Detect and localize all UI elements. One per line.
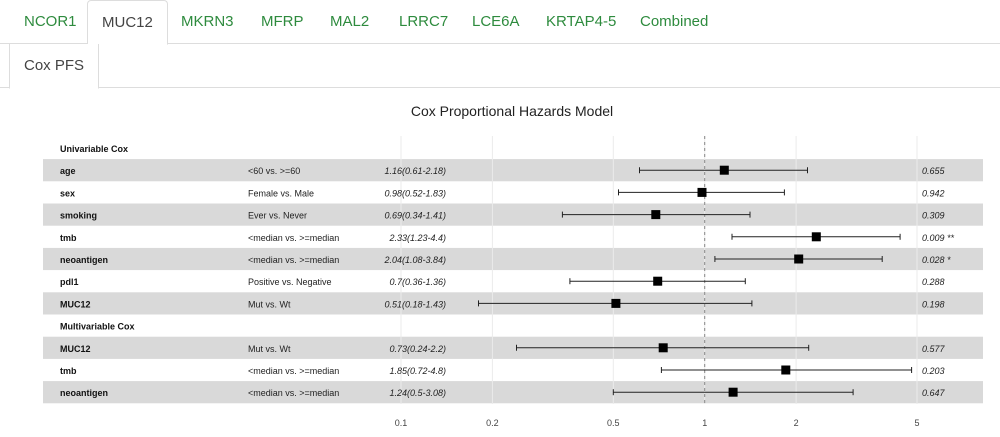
variable-label: MUC12: [60, 344, 91, 354]
comparison-label: <median vs. >=median: [248, 255, 339, 265]
p-value-label: 0.198: [922, 299, 945, 309]
hazard-ratio-marker: [811, 232, 821, 242]
row-shade: [43, 203, 983, 226]
tab-combined[interactable]: Combined: [640, 13, 709, 30]
hazard-ratio-marker: [653, 276, 663, 286]
row-shade: [43, 159, 983, 182]
analysis-tab-bar: Cox PFS: [0, 44, 1000, 89]
variable-label: MUC12: [60, 299, 91, 309]
comparison-label: Mut vs. Wt: [248, 344, 291, 354]
gene-tab-bar: NCOR1 MUC12 MKRN3 MFRP MAL2 LRRC7 LCE6A …: [0, 0, 1000, 45]
section-header: Multivariable Cox: [60, 322, 135, 332]
hazard-ratio-marker: [781, 365, 791, 375]
p-value-label: 0.942: [922, 188, 945, 198]
hr-ci-label: 0.73(0.24-2.2): [389, 344, 446, 354]
row-shade: [43, 381, 983, 404]
comparison-label: <median vs. >=median: [248, 366, 339, 376]
tab-mkrn3[interactable]: MKRN3: [181, 13, 234, 30]
variable-label: neoantigen: [60, 255, 108, 265]
comparison-label: Positive vs. Negative: [248, 277, 332, 287]
section-header: Univariable Cox: [60, 144, 128, 154]
comparison-label: <60 vs. >=60: [248, 166, 300, 176]
comparison-label: Mut vs. Wt: [248, 299, 291, 309]
tab-ncor1[interactable]: NCOR1: [24, 13, 77, 30]
p-value-label: 0.028 *: [922, 255, 951, 265]
tab-lce6a[interactable]: LCE6A: [472, 13, 520, 30]
tab-krtap4-5[interactable]: KRTAP4-5: [546, 13, 617, 30]
variable-label: age: [60, 166, 76, 176]
comparison-label: Ever vs. Never: [248, 211, 307, 221]
hr-ci-label: 2.04(1.08-3.84): [383, 255, 446, 265]
hr-ci-label: 1.85(0.72-4.8): [389, 366, 446, 376]
tab-lrrc7[interactable]: LRRC7: [399, 13, 449, 30]
comparison-label: <median vs. >=median: [248, 233, 339, 243]
hazard-ratio-marker: [794, 254, 804, 264]
hr-ci-label: 0.7(0.36-1.36): [389, 277, 446, 287]
tab-mfrp[interactable]: MFRP: [261, 13, 304, 30]
x-tick-label: 0.1: [395, 418, 408, 428]
p-value-label: 0.577: [922, 344, 946, 354]
hr-ci-label: 1.24(0.5-3.08): [389, 388, 446, 398]
row-shade: [43, 247, 983, 271]
variable-label: pdl1: [60, 277, 79, 287]
variable-label: sex: [60, 188, 75, 198]
p-value-label: 0.647: [922, 388, 946, 398]
hazard-ratio-marker: [651, 210, 661, 220]
tab-cox-pfs[interactable]: Cox PFS: [9, 44, 100, 89]
hazard-ratio-marker: [728, 387, 738, 397]
variable-label: tmb: [60, 366, 77, 376]
comparison-label: <median vs. >=median: [248, 388, 339, 398]
hr-ci-label: 0.98(0.52-1.83): [384, 188, 446, 198]
hazard-ratio-marker: [697, 187, 707, 197]
variable-label: neoantigen: [60, 388, 108, 398]
comparison-label: Female vs. Male: [248, 188, 314, 198]
p-value-label: 0.203: [922, 366, 945, 376]
p-value-label: 0.009 **: [922, 233, 955, 243]
hazard-ratio-marker: [719, 165, 729, 175]
hazard-ratio-marker: [611, 298, 621, 308]
p-value-label: 0.288: [922, 277, 945, 287]
variable-label: tmb: [60, 233, 77, 243]
hr-ci-label: 0.69(0.34-1.41): [384, 211, 446, 221]
x-tick-label: 0.5: [607, 418, 620, 428]
hr-ci-label: 2.33(1.23-4.4): [388, 233, 446, 243]
p-value-label: 0.309: [922, 211, 945, 221]
tab-muc12[interactable]: MUC12: [87, 0, 168, 45]
hr-ci-label: 1.16(0.61-2.18): [384, 166, 446, 176]
x-tick-label: 2: [794, 418, 799, 428]
p-value-label: 0.655: [922, 166, 946, 176]
hazard-ratio-marker: [658, 343, 668, 353]
hr-ci-label: 0.51(0.18-1.43): [384, 299, 446, 309]
tab-mal2[interactable]: MAL2: [330, 13, 370, 30]
variable-label: smoking: [60, 211, 97, 221]
chart-title: Cox Proportional Hazards Model: [411, 103, 613, 119]
x-tick-label: 5: [914, 418, 919, 428]
forest-plot-panel: Cox Proportional Hazards Model Univariab…: [0, 88, 1000, 432]
x-tick-label: 1: [702, 418, 707, 428]
row-shade: [43, 336, 983, 359]
x-tick-label: 0.2: [486, 418, 499, 428]
forest-plot: Cox Proportional Hazards Model Univariab…: [43, 103, 983, 428]
